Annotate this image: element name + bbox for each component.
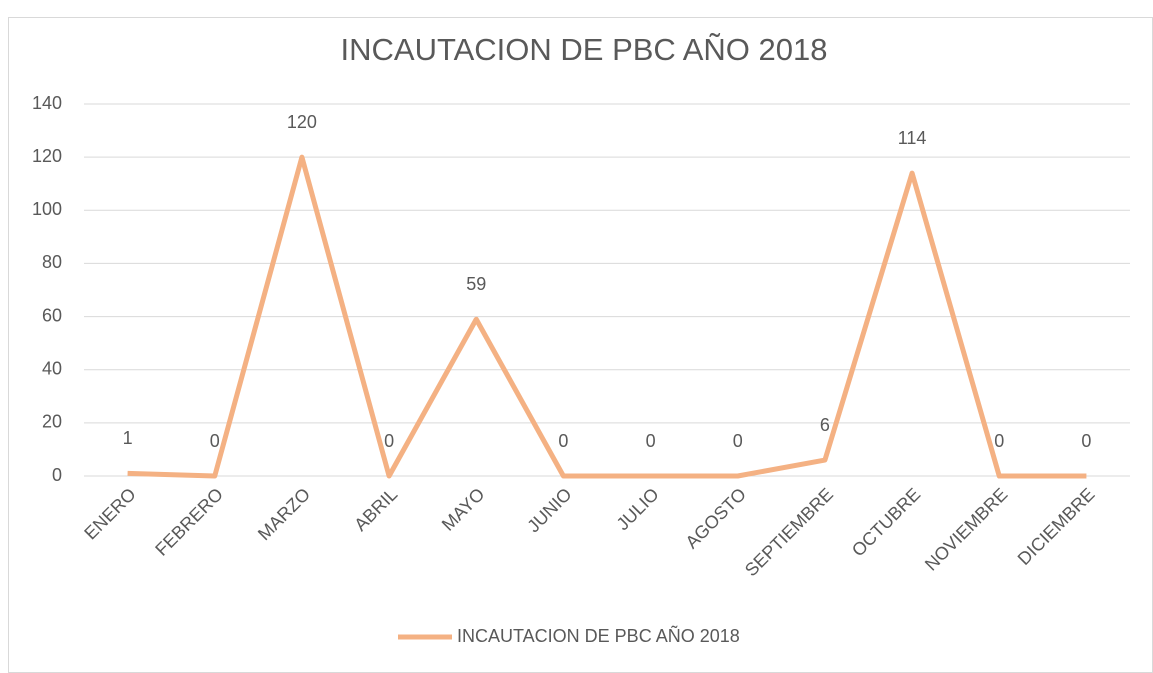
data-label: 1 (123, 428, 133, 448)
data-label: 114 (898, 128, 927, 148)
chart-title: INCAUTACION DE PBC AÑO 2018 (341, 32, 828, 67)
data-label: 6 (820, 415, 830, 435)
y-tick-label: 60 (42, 305, 62, 325)
y-tick-label: 80 (42, 252, 62, 272)
data-label: 0 (994, 431, 1004, 451)
data-label: 0 (210, 431, 220, 451)
data-label: 0 (384, 431, 394, 451)
y-tick-label: 140 (32, 93, 62, 113)
data-label: 59 (466, 274, 486, 294)
data-label: 0 (646, 431, 656, 451)
y-tick-label: 100 (32, 199, 62, 219)
data-label: 0 (733, 431, 743, 451)
legend-label: INCAUTACION DE PBC AÑO 2018 (457, 625, 740, 646)
y-tick-label: 20 (42, 412, 62, 432)
data-label: 120 (287, 112, 317, 132)
y-tick-label: 0 (52, 465, 62, 485)
y-tick-label: 40 (42, 358, 62, 378)
chart-border (8, 17, 1153, 673)
data-label: 0 (1081, 431, 1091, 451)
data-label: 0 (558, 431, 568, 451)
y-tick-label: 120 (32, 146, 62, 166)
line (127, 154, 1087, 479)
